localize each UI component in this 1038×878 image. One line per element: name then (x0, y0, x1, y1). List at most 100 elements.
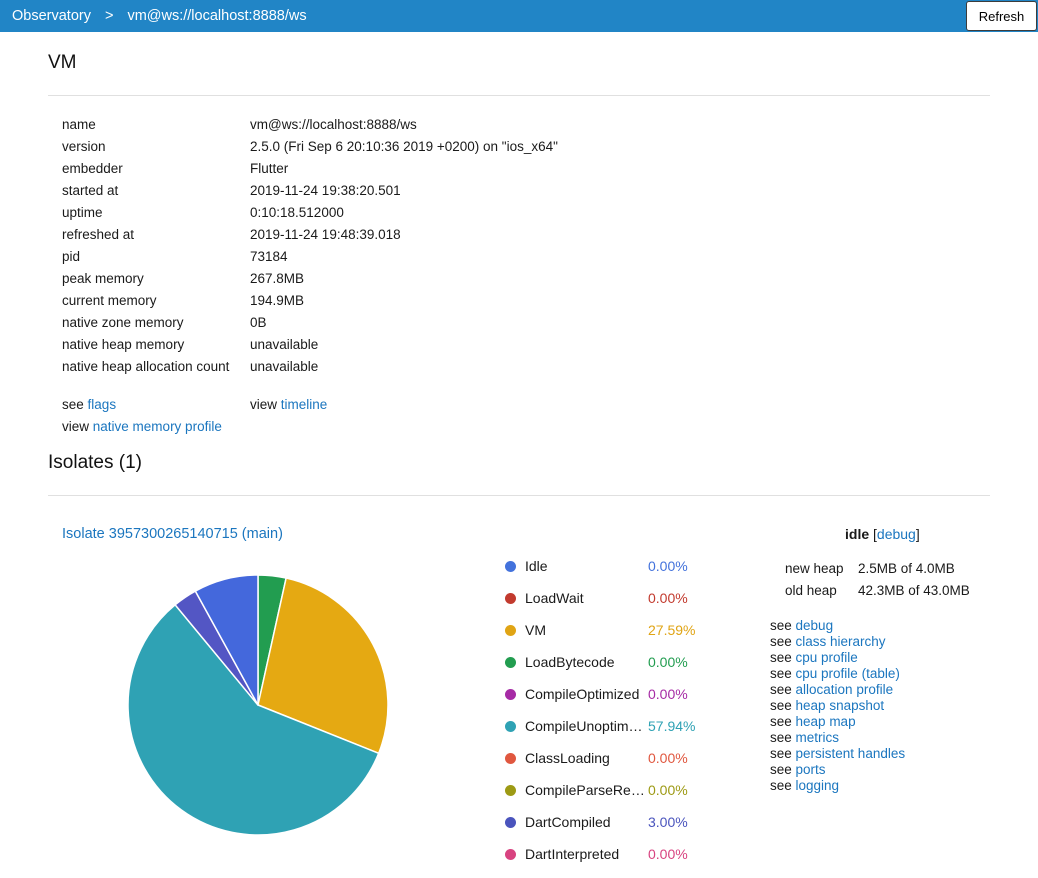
see-link-line: see persistent handles (770, 746, 905, 762)
heap-label: old heap (785, 583, 837, 598)
vm-property-row: pid 73184 (62, 246, 558, 268)
property-label: name (62, 117, 96, 132)
logging-link[interactable]: logging (795, 778, 840, 793)
property-label: peak memory (62, 271, 144, 286)
debug-link[interactable]: debug (795, 618, 834, 633)
ports-link[interactable]: ports (795, 762, 826, 777)
legend-color-dot (505, 688, 516, 700)
heap-map-link[interactable]: heap map (795, 714, 856, 729)
cpu-profile-table--link[interactable]: cpu profile (table) (795, 666, 900, 681)
legend-label: DartCompiled (525, 814, 611, 830)
legend-percentage: 0.00% (648, 686, 688, 702)
property-label: current memory (62, 293, 157, 308)
legend-percentage: 0.00% (648, 750, 688, 766)
see-link-line: see cpu profile (table) (770, 666, 905, 682)
see-link-line: see metrics (770, 730, 905, 746)
see-prefix: see (770, 618, 796, 633)
heap-summary: new heap 2.5MB of 4.0MB old heap 42.3MB … (785, 558, 970, 602)
property-value: 73184 (250, 249, 288, 264)
property-label: native zone memory (62, 315, 184, 330)
legend-percentage: 57.94% (648, 718, 696, 734)
legend-label: VM (525, 622, 546, 638)
bracket-open: [ (873, 526, 877, 542)
bracket-close: ] (915, 526, 920, 542)
refresh-button[interactable]: Refresh (966, 1, 1037, 31)
vm-property-row: version 2.5.0 (Fri Sep 6 20:10:36 2019 +0… (62, 136, 558, 158)
legend-color-dot (505, 752, 516, 764)
legend-label: ClassLoading (525, 750, 610, 766)
see-flags-cell: see flags (62, 394, 250, 416)
see-prefix: see (770, 698, 796, 713)
cpu-profile-link[interactable]: cpu profile (795, 650, 858, 665)
vm-property-row: peak memory 267.8MB (62, 268, 558, 290)
legend-color-dot (505, 848, 516, 860)
see-link-line: see logging (770, 778, 905, 794)
see-link-line: see cpu profile (770, 650, 905, 666)
nav-breadcrumb-separator: > (104, 8, 114, 24)
vm-property-row: embedder Flutter (62, 158, 558, 180)
vm-properties-table: name vm@ws://localhost:8888/ws version 2.5.… (62, 114, 558, 378)
legend-color-dot (505, 656, 516, 668)
legend-percentage: 0.00% (648, 846, 688, 862)
see-prefix: see (770, 730, 796, 745)
legend-percentage: 3.00% (648, 814, 688, 830)
legend-percentage: 27.59% (648, 622, 696, 638)
property-value: 267.8MB (250, 271, 305, 286)
native-memory-profile-link[interactable]: native memory profile (92, 419, 222, 434)
legend-row: Idle 0.00% (505, 550, 695, 582)
vm-property-row: name vm@ws://localhost:8888/ws (62, 114, 558, 136)
legend-row: LoadBytecode 0.00% (505, 646, 695, 678)
legend-label: CompileParseRe… (525, 782, 645, 798)
legend-color-dot (505, 784, 516, 796)
legend-label: LoadBytecode (525, 654, 615, 670)
legend-label: CompileUnoptim… (525, 718, 643, 734)
legend-row: DartCompiled 3.00% (505, 806, 695, 838)
property-value: unavailable (250, 359, 319, 374)
see-prefix: see (770, 778, 796, 793)
legend-percentage: 0.00% (648, 654, 688, 670)
property-label: embedder (62, 161, 123, 176)
see-link-line: see class hierarchy (770, 634, 905, 650)
property-label: pid (62, 249, 81, 264)
nav-vm-ws-link[interactable]: vm@ws://localhost:8888/ws (127, 8, 307, 24)
legend-label: CompileOptimized (525, 686, 640, 702)
legend-color-dot (505, 720, 516, 732)
legend-row: VM 27.59% (505, 614, 695, 646)
see-link-line: see debug (770, 618, 905, 634)
legend-row: ClassLoading 0.00% (505, 742, 695, 774)
vm-property-row: current memory 194.9MB (62, 290, 558, 312)
allocation-profile-link[interactable]: allocation profile (795, 682, 894, 697)
isolate-links-list: see debug see class hierarchy see cpu prof… (770, 618, 905, 794)
property-value: 0:10:18.512000 (250, 205, 344, 220)
property-value: unavailable (250, 337, 319, 352)
vm-property-row: native heap memory unavailable (62, 334, 558, 356)
pie-slice-unlabeled-blue[interactable] (194, 574, 259, 706)
class-hierarchy-link[interactable]: class hierarchy (795, 634, 886, 649)
debug-link[interactable]: debug (876, 526, 916, 542)
property-label: version (62, 139, 106, 154)
vm-property-row: refreshed at 2019-11-24 19:48:39.018 (62, 224, 558, 246)
pie-slice-vm[interactable] (257, 577, 389, 755)
isolate-link[interactable]: Isolate 3957300265140715 (main) (62, 526, 283, 542)
see-link-line: see heap snapshot (770, 698, 905, 714)
legend-percentage: 0.00% (648, 558, 688, 574)
heap-label: new heap (785, 561, 844, 576)
see-prefix: see (770, 746, 796, 761)
timeline-link[interactable]: timeline (280, 397, 328, 412)
isolate-status: idle [debug] (845, 526, 920, 542)
heap-value: 42.3MB of 43.0MB (858, 583, 970, 598)
see-link-line: see ports (770, 762, 905, 778)
vm-links-row-2: view native memory profile (62, 416, 222, 438)
property-value: 194.9MB (250, 293, 305, 308)
view-timeline-cell: view timeline (250, 394, 327, 416)
flags-link[interactable]: flags (87, 397, 117, 412)
persistent-handles-link[interactable]: persistent handles (795, 746, 906, 761)
property-value: 0B (250, 315, 267, 330)
nav-observatory-link[interactable]: Observatory (12, 8, 91, 24)
metrics-link[interactable]: metrics (795, 730, 840, 745)
pie-slice-compileunoptimized[interactable] (127, 604, 380, 836)
heap-snapshot-link[interactable]: heap snapshot (795, 698, 885, 713)
new-heap-row: new heap 2.5MB of 4.0MB (785, 558, 970, 580)
legend-label: DartInterpreted (525, 846, 620, 862)
